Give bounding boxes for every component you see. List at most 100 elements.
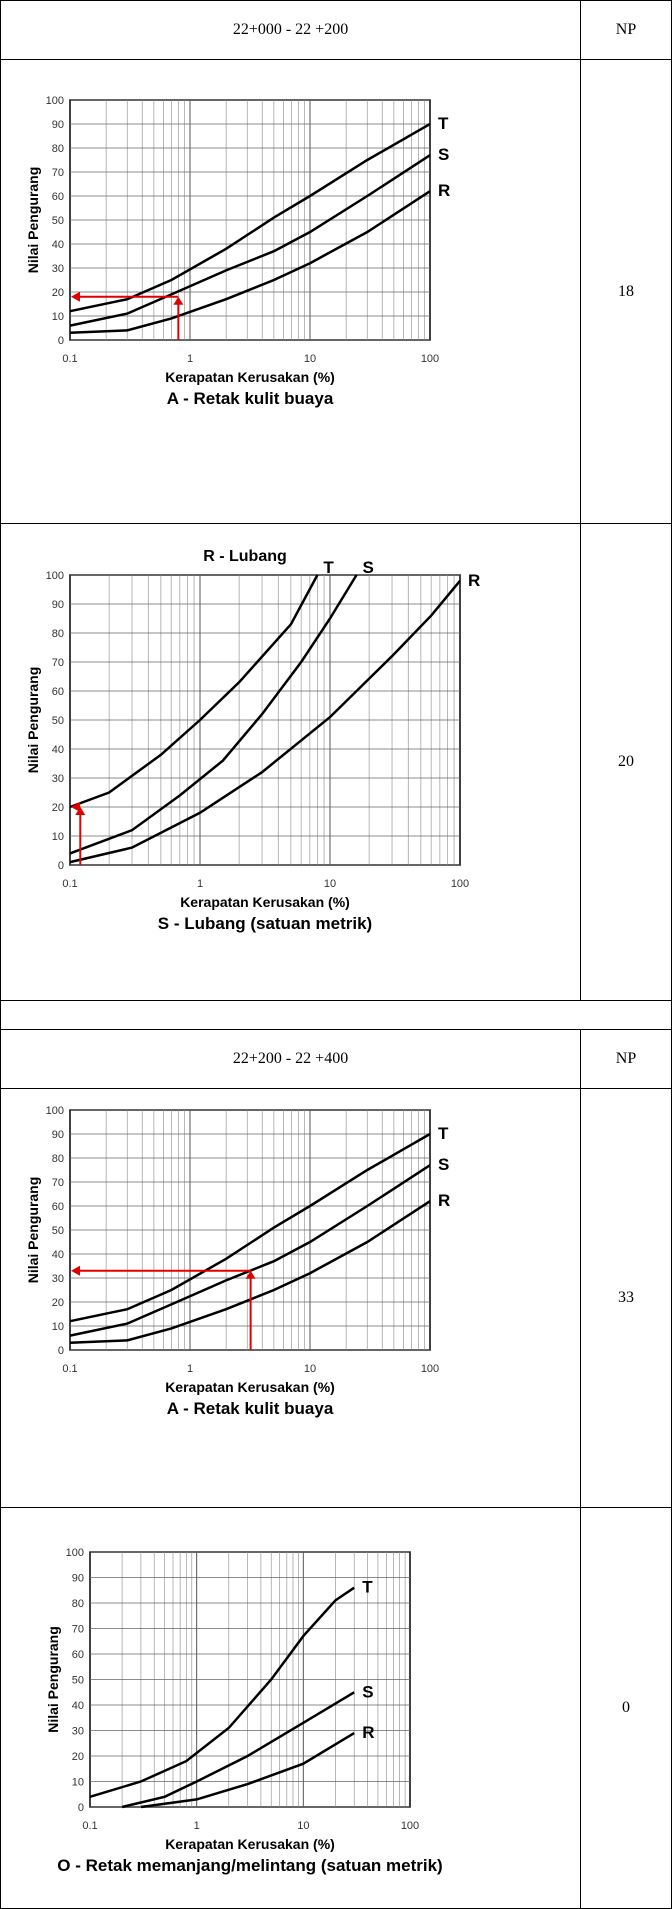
y-tick-label: 90 [52, 599, 64, 611]
y-tick-label: 10 [72, 1777, 84, 1789]
x-axis-label: Kerapatan Kerusakan (%) [165, 1379, 335, 1395]
x-tick-label: 10 [324, 878, 336, 890]
y-tick-label: 100 [66, 1547, 84, 1559]
x-axis-label: Kerapatan Kerusakan (%) [180, 894, 350, 910]
x-tick-label: 1 [197, 878, 203, 890]
y-axis-label: Nilai Pengurang [25, 1177, 41, 1284]
series-label-t: T [438, 1124, 449, 1143]
chart-caption: A - Retak kulit buaya [167, 1399, 334, 1418]
series-label-t: T [362, 1578, 373, 1597]
y-tick-label: 50 [52, 715, 64, 727]
series-line-r [69, 580, 461, 864]
y-tick-label: 70 [52, 1177, 64, 1189]
y-tick-label: 100 [46, 95, 64, 107]
y-tick-label: 80 [52, 628, 64, 640]
annotation-arrow-left [71, 802, 80, 812]
x-tick-label: 10 [304, 353, 316, 365]
series-line-t [69, 1132, 431, 1323]
y-tick-label: 70 [52, 167, 64, 179]
series-line-t [69, 574, 319, 809]
series-label-s: S [438, 1155, 449, 1174]
y-tick-label: 100 [46, 570, 64, 582]
y-axis-label: Nilai Pengurang [25, 167, 41, 274]
y-tick-label: 30 [52, 773, 64, 785]
section-2-header-np: NP [580, 1029, 672, 1089]
x-tick-label: 100 [401, 1820, 419, 1832]
y-tick-label: 50 [72, 1675, 84, 1687]
x-axis-label: Kerapatan Kerusakan (%) [165, 1836, 335, 1852]
y-axis-label: Nilai Pengurang [25, 667, 41, 774]
series-line-s [69, 154, 431, 327]
y-tick-label: 40 [72, 1700, 84, 1712]
annotation-arrow-up [245, 1270, 256, 1279]
y-tick-label: 80 [72, 1598, 84, 1610]
chart-lubang: 0 10 20 30 40 50 60 70 80 90 100 0.1 1 10 100 T S R Kerapa… [25, 548, 480, 933]
y-tick-label: 60 [52, 191, 64, 203]
series-line-r [140, 1732, 355, 1809]
x-axis-label: Kerapatan Kerusakan (%) [165, 369, 335, 385]
y-tick-label: 40 [52, 744, 64, 756]
y-tick-label: 30 [52, 263, 64, 275]
y-tick-label: 10 [52, 1321, 64, 1333]
series-label-r: R [468, 571, 480, 590]
y-tick-label: 70 [72, 1624, 84, 1636]
annotation-arrow-up [75, 807, 86, 815]
x-tick-label: 1 [187, 353, 193, 365]
y-tick-label: 80 [52, 143, 64, 155]
y-tick-label: 90 [72, 1573, 84, 1585]
y-tick-label: 20 [72, 1751, 84, 1763]
y-tick-label: 60 [72, 1649, 84, 1661]
chart-retak-kulit-buaya-1: 0 10 20 30 40 50 60 70 80 90 100 0.1 1 10 100 TSR Kerapa… [25, 95, 450, 408]
y-tick-label: 0 [78, 1802, 84, 1814]
annotation-arrow-left [71, 1265, 80, 1276]
y-tick-label: 30 [52, 1273, 64, 1285]
y-tick-label: 60 [52, 686, 64, 698]
spacer-row [0, 1000, 672, 1030]
y-tick-label: 30 [72, 1726, 84, 1738]
x-tick-label: 0.1 [62, 353, 77, 365]
chart-caption: S - Lubang (satuan metrik) [158, 914, 372, 933]
chart-caption: A - Retak kulit buaya [167, 389, 334, 408]
y-tick-label: 0 [58, 335, 64, 347]
y-tick-label: 0 [58, 1345, 64, 1357]
section-1-header-np: NP [580, 0, 672, 60]
section-1-header-range: 22+000 - 22 +200 [0, 0, 581, 60]
series-line-r [69, 190, 431, 335]
chart-retak-kulit-buaya-2: 0 10 20 30 40 50 60 70 80 90 100 0.1 1 10 100 TSR Kerapa… [25, 1105, 450, 1418]
x-tick-label: 100 [451, 878, 469, 890]
y-tick-label: 60 [52, 1201, 64, 1213]
y-tick-label: 20 [52, 287, 64, 299]
series-label-t: T [438, 114, 449, 133]
chart-retak-memanjang: 0 10 20 30 40 50 60 70 80 90 100 0.1 1 10 100 T S R Kerapa… [45, 1547, 443, 1875]
series-label-s: S [362, 1682, 373, 1701]
x-tick-label: 10 [297, 1820, 309, 1832]
series-label-t: T [323, 558, 334, 577]
y-tick-label: 100 [46, 1105, 64, 1117]
y-tick-label: 10 [52, 311, 64, 323]
annotation-arrow-left [71, 291, 80, 302]
x-tick-label: 1 [194, 1820, 200, 1832]
x-tick-label: 100 [421, 1363, 439, 1375]
x-tick-label: 0.1 [62, 878, 77, 890]
series-line-s [69, 574, 358, 855]
y-tick-label: 50 [52, 215, 64, 227]
chart-title: R - Lubang [203, 548, 287, 565]
series-label-r: R [438, 1191, 450, 1210]
x-tick-label: 100 [421, 353, 439, 365]
section-2-header-range: 22+200 - 22 +400 [0, 1029, 581, 1089]
series-label-r: R [438, 181, 450, 200]
series-line-t [89, 1586, 355, 1798]
np-value-1: 18 [580, 59, 672, 524]
y-tick-label: 0 [58, 860, 64, 872]
y-tick-label: 20 [52, 802, 64, 814]
np-value-3: 33 [580, 1088, 672, 1508]
y-axis-label: Nilai Pengurang [45, 1626, 61, 1733]
np-value-4: 0 [580, 1507, 672, 1909]
y-tick-label: 40 [52, 239, 64, 251]
series-line-s [121, 1691, 355, 1809]
y-tick-label: 40 [52, 1249, 64, 1261]
x-tick-label: 10 [304, 1363, 316, 1375]
chart-caption: O - Retak memanjang/melintang (satuan me… [57, 1856, 442, 1875]
y-tick-label: 20 [52, 1297, 64, 1309]
